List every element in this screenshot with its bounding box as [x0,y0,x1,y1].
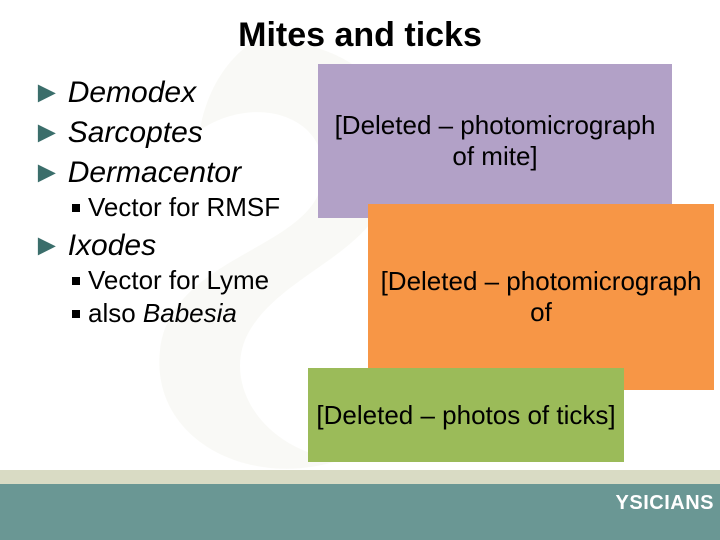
placeholder-text: [Deleted – photomicrograph of mite] [326,110,664,172]
list-subitem-label: also Babesia [88,298,237,329]
arrow-icon: ► [32,116,62,150]
list-subitem-label: Vector for Lyme [88,265,269,296]
footer-band-main [0,484,720,540]
list-item-label: Dermacentor [68,156,241,190]
list-item-label: Demodex [68,76,196,110]
square-icon [72,204,80,212]
placeholder-text: [Deleted – photos of ticks] [316,400,615,431]
placeholder-text: [Deleted – photomicrograph of [376,266,706,328]
slide: Mites and ticks ► Demodex ► Sarcoptes ► … [0,0,720,540]
footer-brand-text: YSICIANS [616,492,714,515]
placeholder-box-micrograph: [Deleted – photomicrograph of [368,204,714,390]
arrow-icon: ► [32,156,62,190]
square-icon [72,310,80,318]
arrow-icon: ► [32,229,62,263]
placeholder-box-ticks: [Deleted – photos of ticks] [308,368,624,462]
placeholder-box-mite: [Deleted – photomicrograph of mite] [318,64,672,218]
list-item-label: Sarcoptes [68,116,203,150]
subitem-italic: Babesia [143,298,237,328]
list-item-label: Ixodes [68,229,156,263]
arrow-icon: ► [32,76,62,110]
list-subitem-label: Vector for RMSF [88,192,280,223]
square-icon [72,277,80,285]
footer-band-top [0,470,720,484]
page-title: Mites and ticks [0,16,720,55]
subitem-prefix: also [88,298,143,328]
